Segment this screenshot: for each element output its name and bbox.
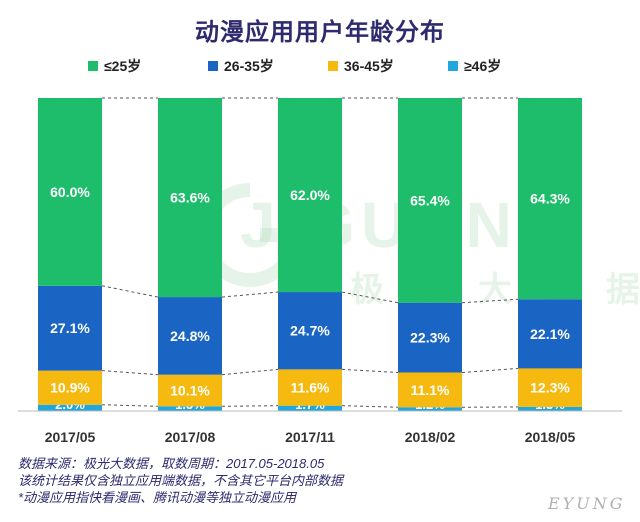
legend-swatch bbox=[208, 61, 218, 71]
series-connector bbox=[101, 404, 159, 407]
bar-segment bbox=[278, 292, 342, 370]
data-label: 10.1% bbox=[170, 382, 210, 398]
x-tick-label: 2018/02 bbox=[405, 429, 456, 445]
legend-label: ≤25岁 bbox=[104, 58, 142, 74]
data-label: 22.1% bbox=[530, 326, 570, 342]
data-label: 60.0% bbox=[50, 184, 90, 200]
bar-segment bbox=[278, 405, 342, 411]
data-label: 63.6% bbox=[170, 190, 210, 206]
x-tick-label: 2018/05 bbox=[525, 429, 576, 445]
legend-swatch bbox=[328, 61, 338, 71]
data-label: 64.3% bbox=[530, 191, 570, 207]
corner-watermark: EYUNG bbox=[548, 494, 626, 513]
legend-swatch bbox=[88, 61, 98, 71]
data-label: 24.8% bbox=[170, 328, 210, 344]
series-connector bbox=[221, 291, 279, 298]
series-connector bbox=[461, 298, 519, 304]
bar-segment bbox=[38, 285, 102, 371]
data-label: 12.3% bbox=[530, 380, 570, 396]
bar-segment bbox=[518, 98, 582, 300]
series-connector bbox=[221, 405, 279, 407]
series-connector bbox=[101, 370, 159, 376]
bar-segment bbox=[518, 299, 582, 369]
legend-swatch bbox=[448, 61, 458, 71]
legend-label: 36-45岁 bbox=[344, 58, 394, 74]
legend-item-0: ≤25岁 bbox=[88, 56, 141, 76]
bar-segment bbox=[278, 369, 342, 406]
data-label: 11.6% bbox=[291, 380, 330, 396]
chart-legend: ≤25岁 26-35岁 36-45岁 ≥46岁 bbox=[0, 56, 640, 76]
bar-segment bbox=[398, 407, 462, 411]
bar-segment bbox=[398, 372, 462, 408]
data-label: 10.9% bbox=[50, 380, 90, 396]
series-connector bbox=[341, 291, 399, 304]
series-connector bbox=[341, 405, 399, 408]
bar-segment bbox=[38, 98, 102, 286]
x-tick-label: 2017/11 bbox=[285, 429, 335, 445]
bar-segment bbox=[518, 368, 582, 407]
data-label: 11.1% bbox=[411, 382, 450, 398]
bar-segment bbox=[518, 406, 582, 411]
note-definition: *动漫应用指快看漫画、腾讯动漫等独立动漫应用 bbox=[18, 490, 297, 505]
chart-title: 动漫应用用户年龄分布 bbox=[195, 19, 445, 46]
bar-segment bbox=[38, 404, 102, 411]
bar-segment bbox=[158, 406, 222, 411]
data-label: 65.4% bbox=[410, 192, 450, 208]
series-connector bbox=[221, 368, 279, 376]
note-source: 数据来源：极光大数据，取数周期：2017.05-2018.05 bbox=[18, 456, 325, 471]
legend-item-1: 26-35岁 bbox=[208, 56, 274, 76]
data-label: 24.7% bbox=[290, 323, 330, 339]
legend-label: 26-35岁 bbox=[224, 58, 274, 74]
series-connector bbox=[461, 367, 519, 373]
legend-item-3: ≥46岁 bbox=[448, 56, 501, 76]
bar-segment bbox=[278, 98, 342, 293]
x-tick-label: 2017/05 bbox=[45, 429, 96, 445]
note-scope: 该统计结果仅含独立应用端数据，不含其它平台内部数据 bbox=[18, 473, 344, 488]
bar-segment bbox=[158, 297, 222, 375]
data-label: 62.0% bbox=[290, 187, 330, 203]
bar-segment bbox=[38, 370, 102, 405]
bar-segment bbox=[158, 98, 222, 298]
source-notes: 数据来源：极光大数据，取数周期：2017.05-2018.05 该统计结果仅含独… bbox=[18, 455, 578, 506]
legend-label: ≥46岁 bbox=[464, 58, 502, 74]
series-connector bbox=[101, 285, 159, 298]
bar-segment bbox=[398, 302, 462, 373]
bar-segment bbox=[398, 98, 462, 303]
data-label: 22.3% bbox=[410, 330, 450, 346]
x-tick-label: 2017/08 bbox=[165, 429, 216, 445]
bar-segment bbox=[158, 374, 222, 407]
data-label: 27.1% bbox=[50, 320, 90, 336]
legend-item-2: 36-45岁 bbox=[328, 56, 394, 76]
series-connector bbox=[341, 368, 399, 374]
